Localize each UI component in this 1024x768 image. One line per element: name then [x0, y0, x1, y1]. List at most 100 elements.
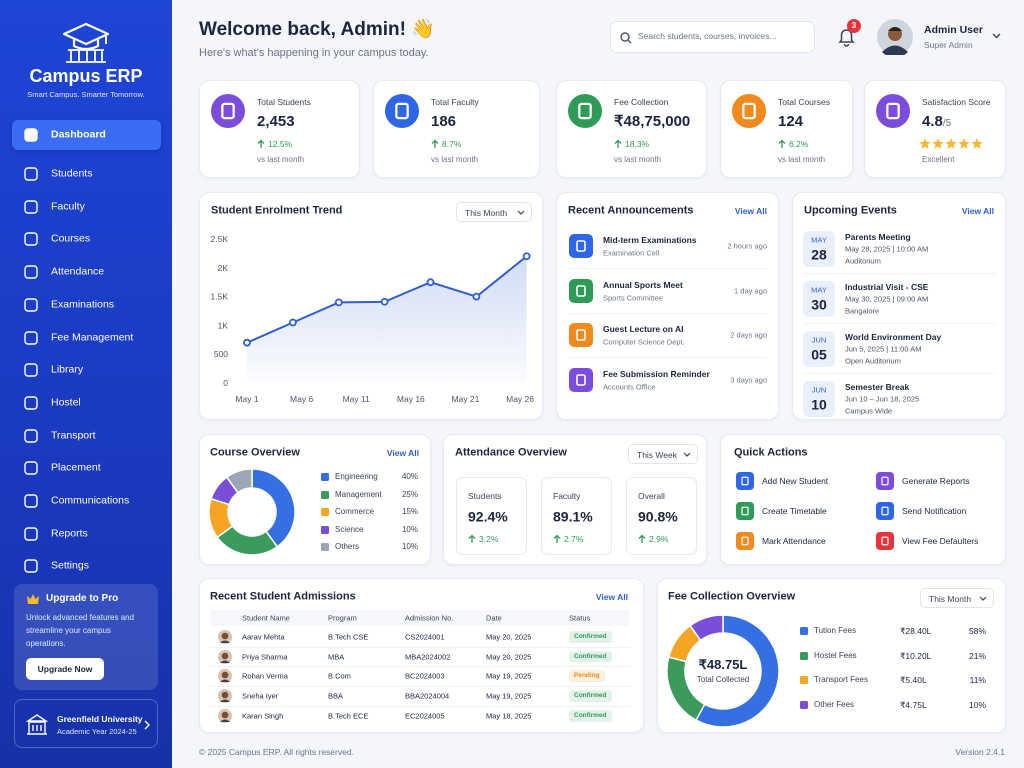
legend-amount: ₹28.40L — [900, 625, 932, 636]
upgrade-button[interactable]: Upgrade Now — [26, 658, 104, 680]
welcome-subtitle: Here's what's happening in your campus t… — [199, 47, 429, 59]
announcement-time: 3 days ago — [730, 375, 767, 384]
legend-swatch — [800, 627, 808, 635]
data-point — [380, 297, 389, 306]
quick-action[interactable]: Mark Attendance — [736, 530, 856, 552]
cell-name: Priya Sharma — [242, 652, 288, 662]
y-tick-label: 500 — [214, 349, 228, 359]
student-avatar — [218, 649, 232, 664]
donut-segment — [225, 468, 253, 494]
attendance-value: 92.4% — [468, 508, 508, 525]
quick-action-label: Send Notification — [902, 505, 967, 516]
panel-title: Upcoming Events — [804, 204, 897, 217]
legend-swatch-shape — [800, 701, 808, 710]
divider — [569, 312, 767, 314]
nav-item[interactable]: Communications — [12, 486, 161, 516]
arrow-shape — [778, 139, 786, 148]
view-all-link[interactable]: View All — [961, 205, 994, 216]
dropdown[interactable]: This Month — [456, 202, 532, 222]
search-box[interactable]: Search students, courses, invoices... — [610, 21, 815, 53]
status-pill: Confirmed — [569, 650, 612, 663]
nav-label: Examinations — [51, 298, 115, 311]
legend-label: Commerce — [335, 507, 375, 517]
legend-label: Hostel Fees — [814, 650, 857, 660]
quick-action[interactable]: Generate Reports — [876, 470, 996, 492]
nav-item[interactable]: Settings — [12, 551, 161, 581]
nav-item[interactable]: Placement — [12, 453, 161, 483]
nav-icon-shape — [24, 461, 38, 475]
nav-label: Library — [51, 363, 84, 376]
stat-card: Satisfaction Score 4.8/5 Excellent — [864, 80, 1006, 178]
date-badge: JUN 05 — [803, 331, 835, 367]
x-tick-label: May 11 — [343, 394, 371, 404]
view-all-link[interactable]: View All — [386, 447, 419, 458]
nav-item[interactable]: Transport — [12, 421, 161, 451]
announcement-title: Fee Submission Reminder — [603, 368, 710, 379]
icon — [876, 94, 910, 128]
nav-label: Dashboard — [51, 128, 106, 141]
area-fill — [247, 256, 527, 383]
user-role: Super Admin — [924, 40, 973, 50]
fee-donut: ₹48.75L Total Collected — [666, 614, 780, 728]
column-header: Student Name — [242, 613, 290, 623]
dropdown[interactable]: This Month — [920, 588, 994, 608]
nav-item[interactable]: Dashboard — [12, 120, 161, 150]
legend-value: 10% — [401, 542, 418, 552]
nav-icon-shape — [24, 298, 38, 312]
panel-title: Recent Student Admissions — [210, 590, 356, 603]
legend-label: Management — [335, 489, 382, 499]
stat-label: Total Students — [257, 96, 311, 107]
course-donut — [208, 468, 296, 556]
cell-admission-no: CS2024001 — [405, 632, 445, 642]
icon-glyph — [576, 240, 586, 252]
data-point — [243, 338, 251, 347]
row-divider — [210, 646, 630, 648]
nav-icon-shape — [24, 363, 38, 377]
nav-item[interactable]: Library — [12, 355, 161, 385]
university-card[interactable]: Greenfield University Academic Year 2024… — [14, 699, 158, 748]
quick-action[interactable]: Create Timetable — [736, 500, 856, 522]
icon-glyph — [886, 102, 900, 120]
legend-label: Science — [335, 524, 364, 534]
avatar-face — [221, 652, 229, 659]
stat-card: Total Faculty 186 8.7% vs last month — [373, 80, 540, 178]
icon-glyph — [221, 102, 235, 120]
nav-item[interactable]: Attendance — [12, 257, 161, 287]
view-all-link[interactable]: View All — [595, 591, 628, 602]
quick-action[interactable]: Send Notification — [876, 500, 996, 522]
stat-note: vs last month — [778, 155, 826, 165]
stat-change: 6.2% — [789, 138, 809, 149]
icon-glyph — [578, 102, 592, 120]
quick-action[interactable]: View Fee Defaulters — [876, 530, 996, 552]
arrow-shape — [553, 534, 561, 543]
view-all-link[interactable]: View All — [734, 205, 767, 216]
donut-segment — [695, 614, 780, 728]
legend-label: Other Fees — [814, 700, 855, 710]
nav-item[interactable]: Students — [12, 159, 161, 189]
chart-title: Student Enrolment Trend — [211, 204, 343, 217]
date-badge: MAY 28 — [803, 231, 835, 267]
arrow-shape — [431, 139, 439, 148]
nav-item[interactable]: Faculty — [12, 192, 161, 222]
stat-value: ₹48,75,000 — [614, 113, 691, 130]
event-place: Auditorium — [845, 256, 881, 266]
nav-icon — [24, 559, 38, 574]
user-menu-chevron[interactable] — [992, 33, 1001, 39]
divider — [803, 273, 995, 274]
nav-item[interactable]: Examinations — [12, 290, 161, 320]
avatar-face — [221, 691, 229, 699]
nav-item[interactable]: Hostel — [12, 388, 161, 418]
student-avatar — [218, 689, 232, 704]
event-day: 30 — [811, 296, 827, 313]
quick-action[interactable]: Add New Student — [736, 470, 856, 492]
attendance-card: Overall 90.8% 2.9% — [626, 477, 697, 555]
nav-item[interactable]: Courses — [12, 224, 161, 254]
dropdown[interactable]: This Week — [628, 444, 698, 464]
nav-item[interactable]: Fee Management — [12, 323, 161, 353]
quick-action-label: View Fee Defaulters — [902, 535, 979, 546]
nav-icon-shape — [24, 199, 38, 214]
announcement-time: 2 days ago — [730, 330, 767, 340]
icon — [385, 94, 419, 128]
center-value: ₹48.75L — [699, 657, 748, 672]
nav-item[interactable]: Reports — [12, 519, 161, 549]
